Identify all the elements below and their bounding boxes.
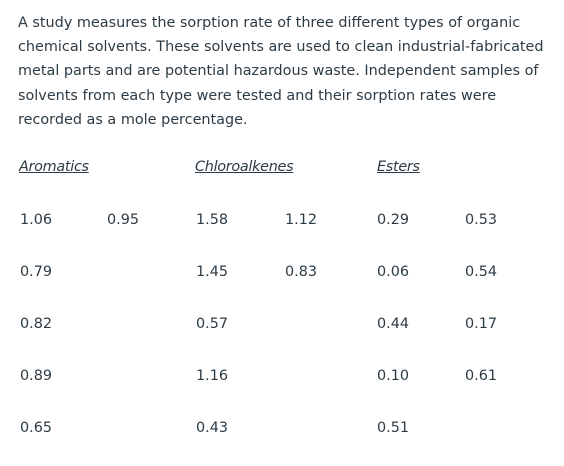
table-cell: 0.54 — [465, 264, 498, 280]
header-chloroalkenes: Chloroalkenes — [195, 159, 294, 175]
table-cell: 0.10 — [377, 368, 410, 384]
table-cell: 1.58 — [196, 212, 229, 228]
table-cell: 1.12 — [285, 212, 318, 228]
table-cell: 0.83 — [285, 264, 318, 280]
table-cell: 0.06 — [377, 264, 410, 280]
table-cell: 0.29 — [377, 212, 410, 228]
table-cell: 1.16 — [196, 368, 229, 384]
table-cell: 0.53 — [465, 212, 498, 228]
table-cell: 0.43 — [196, 420, 229, 436]
table-cell: 0.95 — [107, 212, 140, 228]
table-cell: 0.82 — [20, 316, 53, 332]
table-cell: 0.51 — [377, 420, 410, 436]
table-cell: 1.45 — [196, 264, 229, 280]
table-cell: 0.89 — [20, 368, 53, 384]
table-cell: 0.79 — [20, 264, 53, 280]
header-esters: Esters — [377, 159, 420, 175]
header-aromatics: Aromatics — [19, 159, 89, 175]
table-cell: 1.06 — [20, 212, 53, 228]
problem-description: A study measures the sorption rate of th… — [18, 15, 544, 128]
table-cell: 0.44 — [377, 316, 410, 332]
table-cell: 0.57 — [196, 316, 229, 332]
table-cell: 0.17 — [465, 316, 498, 332]
table-cell: 0.65 — [20, 420, 53, 436]
table-cell: 0.61 — [465, 368, 498, 384]
